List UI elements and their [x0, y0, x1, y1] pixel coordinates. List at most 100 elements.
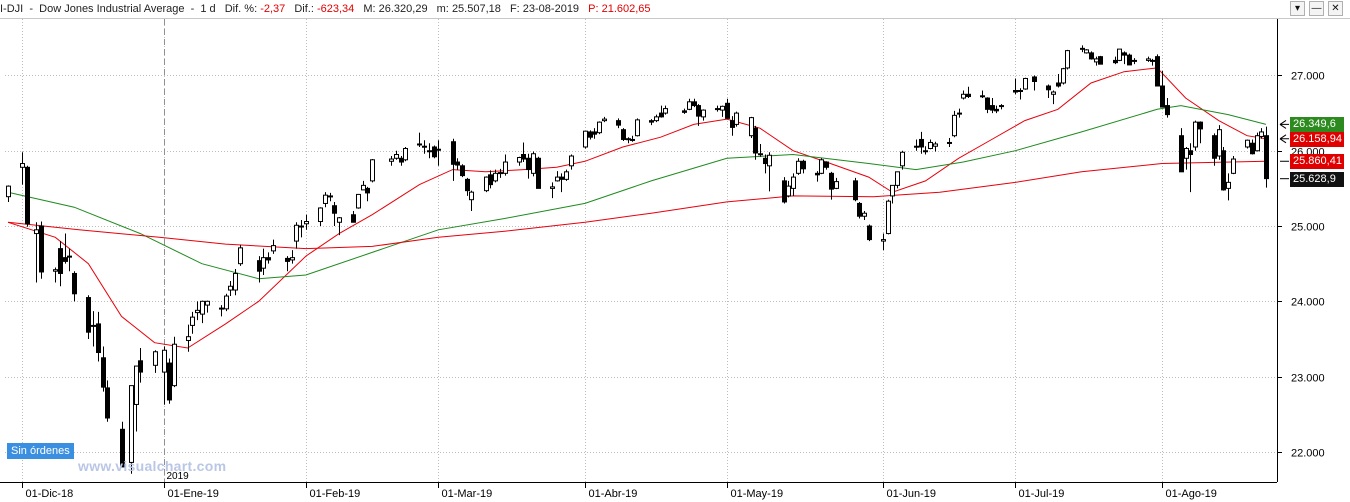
candle [933, 141, 938, 152]
candle [696, 104, 701, 126]
candle [1255, 132, 1260, 152]
candle [205, 300, 210, 313]
candle-body-up [1146, 58, 1151, 61]
candle-body-up [720, 105, 725, 111]
candle [569, 154, 574, 170]
candle-body-down [730, 120, 735, 128]
candle [86, 295, 91, 339]
candle-body-up [238, 247, 243, 265]
x-tick-label: 01-May-19 [731, 488, 784, 500]
candle [753, 125, 758, 160]
candle [630, 135, 635, 142]
candle-body-up [1150, 59, 1155, 62]
candle [72, 271, 77, 302]
candle [285, 256, 290, 272]
candle-body-up [1259, 131, 1264, 137]
instrument-name: Dow Jones Industrial Average [39, 3, 185, 15]
candle [881, 233, 886, 251]
candle [536, 156, 541, 189]
candle-body-down [86, 297, 91, 333]
close-button[interactable]: ✕ [1328, 1, 1343, 16]
candle-body-down [621, 129, 626, 140]
candle [1122, 51, 1127, 65]
candle-body-up [1080, 47, 1085, 50]
x-tick-label: 01-Feb-19 [310, 488, 361, 500]
candle-body-up [961, 93, 966, 99]
candle-body-down [630, 138, 635, 141]
candle [985, 97, 990, 114]
candle [782, 177, 787, 204]
candle [597, 121, 602, 135]
candle [469, 190, 474, 211]
candle-body-up [469, 191, 474, 201]
candle [692, 98, 697, 108]
candle-body-down [427, 150, 432, 153]
candle [862, 210, 867, 221]
candle [1032, 75, 1037, 91]
candle-body-down [1113, 59, 1118, 64]
candle [829, 171, 834, 200]
candle [1094, 56, 1099, 66]
candle-body-up [862, 212, 867, 217]
candle-body-up [767, 154, 772, 167]
candle [328, 192, 333, 202]
candle [1250, 139, 1255, 155]
candle [857, 201, 862, 219]
dropdown-button[interactable]: ▾ [1290, 1, 1305, 16]
minimize-button[interactable]: — [1309, 1, 1324, 16]
grid [5, 19, 1277, 482]
candle [626, 137, 631, 144]
price-tag-ma-medium: 26.349,6 [1290, 117, 1344, 133]
candle [134, 365, 139, 432]
candle-body-up [1065, 50, 1070, 69]
candle-body-down [1132, 59, 1137, 62]
candle-body-down [25, 166, 30, 225]
candle [961, 90, 966, 100]
min-label: m: [436, 3, 449, 15]
candle [999, 104, 1004, 110]
candle [701, 109, 706, 121]
symbol-code: I-DJI [0, 3, 24, 15]
candle-body-down [96, 323, 101, 354]
candle [228, 280, 233, 297]
candle-body-down [465, 178, 470, 192]
y-tick-label: 23.000 [1291, 373, 1325, 385]
candle [1127, 53, 1132, 66]
candle [120, 421, 125, 468]
candle-body-up [162, 349, 167, 373]
candle [361, 180, 366, 191]
candle [1084, 49, 1089, 54]
candle [455, 158, 460, 170]
candle [460, 164, 465, 178]
candle-body-up [1255, 135, 1260, 152]
candle [290, 250, 295, 264]
candle [1179, 128, 1184, 173]
price-arrow-marker [1279, 120, 1289, 129]
candle [1184, 146, 1189, 170]
candle-body-up [337, 217, 342, 223]
candle [1221, 146, 1226, 191]
candle [767, 152, 772, 192]
candle [890, 184, 895, 204]
candle-body-down [696, 105, 701, 117]
candle-body-up [91, 324, 96, 327]
candle-body-up [356, 193, 361, 209]
candle [928, 139, 933, 150]
candle [1089, 51, 1094, 60]
candle-body-down [867, 225, 872, 241]
candle [261, 248, 266, 275]
candle [195, 301, 200, 321]
candle-body-up [957, 112, 962, 115]
candle-body-up [261, 257, 266, 269]
candle-body-up [304, 221, 309, 225]
candle-body-down [1122, 52, 1127, 56]
candle-body-down [919, 138, 924, 148]
candle [190, 311, 195, 334]
candle-body-down [857, 202, 862, 217]
candle-body-down [285, 257, 290, 262]
candle-body-up [890, 184, 895, 197]
candle [1165, 98, 1170, 118]
orders-badge[interactable]: Sin órdenes [7, 443, 74, 459]
candle-body-up [701, 109, 706, 118]
